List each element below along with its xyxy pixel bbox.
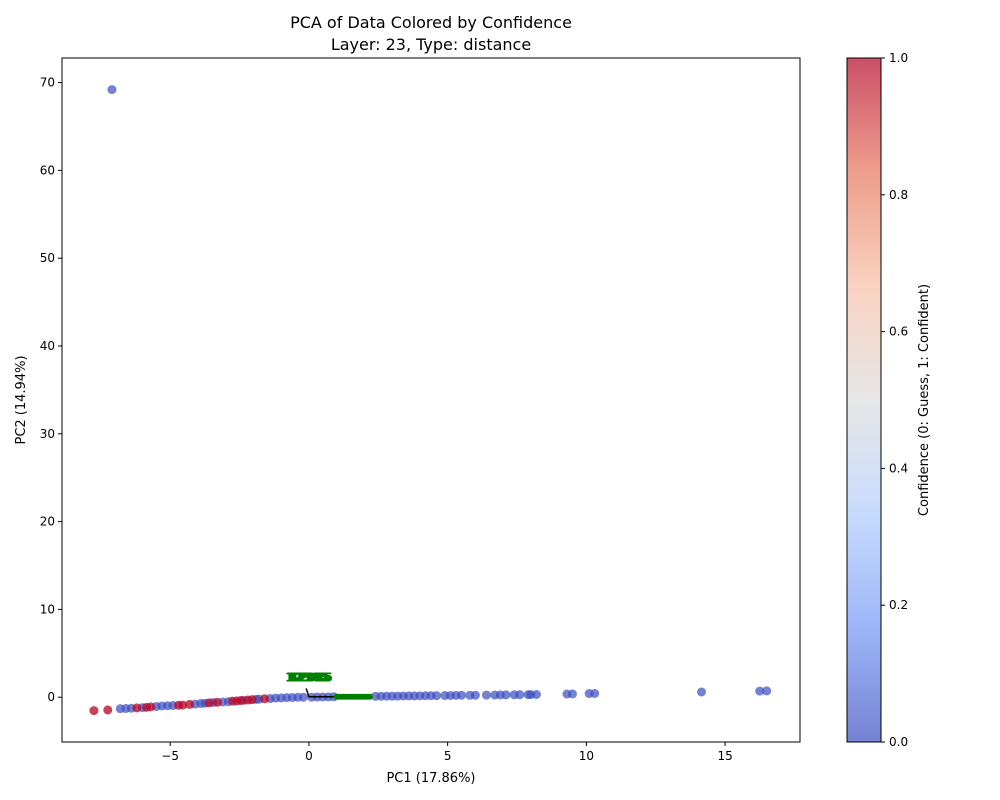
data-point-guess [457, 690, 467, 700]
data-point-guess [697, 687, 707, 697]
x-axis-label: PC1 (17.86%) [386, 771, 475, 786]
data-point-guess [481, 690, 491, 700]
y-tick-label: 40 [40, 339, 55, 353]
data-point-guess [755, 686, 765, 696]
x-tick-label: 10 [579, 749, 594, 763]
y-tick-label: 20 [40, 515, 55, 529]
data-point-confident [212, 697, 222, 707]
data-point-confident [146, 702, 156, 712]
data-point-guess [567, 689, 577, 699]
confident-points [89, 694, 270, 716]
data-point-guess [515, 690, 525, 700]
x-tick-label: 15 [717, 749, 732, 763]
colorbar-ticks: 0.0 0.2 0.4 0.6 0.8 1.0 [881, 51, 908, 749]
data-point-confident [204, 698, 214, 708]
y-axis-label: PC2 (14.94%) [14, 355, 29, 444]
colorbar-tick-label: 0.6 [889, 325, 908, 339]
y-tick-label: 70 [40, 76, 55, 90]
annotation-marker [366, 693, 373, 700]
data-point-guess [470, 690, 480, 700]
data-point-guess [298, 692, 308, 702]
data-point-confident [236, 696, 246, 706]
annotation-leader-line [305, 688, 337, 698]
data-point-confident [132, 703, 142, 713]
colorbar-tick-label: 0.8 [889, 188, 908, 202]
data-point-guess [762, 686, 772, 696]
data-point-confident [185, 699, 195, 709]
data-point-confident [247, 695, 257, 705]
annotation-label: 12345 [287, 670, 329, 684]
annotation-label: 12345 [288, 670, 330, 684]
guess-points [107, 85, 772, 714]
data-point-guess [590, 688, 600, 698]
data-point-confident [178, 700, 188, 710]
y-tick-label: 30 [40, 427, 55, 441]
colorbar-tick-label: 1.0 [889, 51, 908, 65]
data-point-confident [260, 694, 270, 704]
annotation-label: 12345 [291, 670, 333, 684]
colorbar-tick-label: 0.2 [889, 598, 908, 612]
data-point-confident [103, 705, 113, 715]
x-tick-label: 0 [305, 749, 313, 763]
y-tick-label: 50 [40, 251, 55, 265]
colorbar-tick-label: 0.4 [889, 461, 908, 475]
colorbar [846, 57, 882, 743]
data-point-guess [501, 690, 511, 700]
x-axis-ticks: −5 0 5 10 15 [161, 742, 733, 763]
chart-title: PCA of Data Colored by Confidence [290, 13, 572, 32]
y-tick-label: 60 [40, 163, 55, 177]
data-point-guess [107, 85, 117, 95]
data-point-confident [89, 706, 99, 716]
y-tick-label: 10 [40, 602, 55, 616]
annotation-label: 12345 [289, 670, 331, 684]
annotation-label: 12345 [285, 670, 327, 684]
x-tick-label: −5 [161, 749, 179, 763]
chart-subtitle: Layer: 23, Type: distance [331, 35, 531, 54]
x-tick-label: 5 [444, 749, 452, 763]
plot-frame [61, 57, 801, 743]
y-axis-ticks: 0 10 20 30 40 50 60 70 [40, 76, 62, 704]
data-point-guess [531, 689, 541, 699]
y-tick-label: 0 [47, 690, 55, 704]
colorbar-tick-label: 0.0 [889, 735, 908, 749]
data-point-guess [432, 691, 442, 701]
colorbar-label: Confidence (0: Guess, 1: Confident) [917, 284, 932, 516]
